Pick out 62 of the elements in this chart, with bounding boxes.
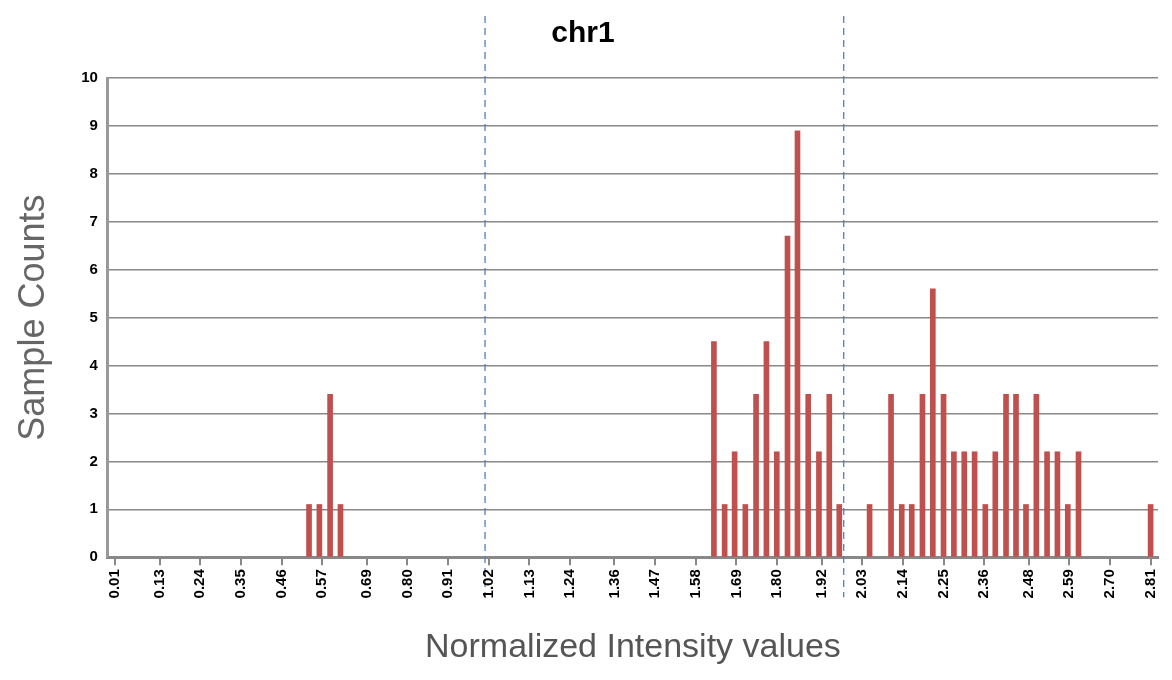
- x-tick-label: 1.24: [560, 568, 578, 599]
- x-tick-label: 0.57: [312, 569, 330, 599]
- chart-title: chr1: [551, 15, 615, 49]
- x-tick-label: 2.81: [1140, 569, 1158, 599]
- y-tick-label: 10: [81, 68, 98, 86]
- y-tick-label: 5: [89, 307, 98, 325]
- x-tick-label: 2.03: [852, 569, 870, 599]
- bar: [898, 504, 905, 557]
- bar: [888, 393, 894, 557]
- x-tick-label: 0.01: [105, 569, 123, 599]
- y-tick-label: 1: [89, 499, 98, 517]
- x-tick-label: 0.13: [149, 569, 167, 599]
- y-tick-label: 8: [89, 163, 98, 181]
- bar: [711, 341, 717, 557]
- x-tick-label: 1.92: [811, 569, 829, 599]
- bar: [908, 504, 915, 557]
- y-tick-label: 4: [89, 355, 99, 373]
- x-tick-label: 0.91: [438, 569, 456, 599]
- x-axis-title: Normalized Intensity values: [425, 625, 841, 664]
- x-tick-label: 1.58: [685, 569, 703, 599]
- bar: [929, 288, 936, 557]
- x-tick-label: 0.80: [397, 569, 415, 599]
- bar: [1064, 504, 1071, 557]
- x-tick-label: 2.70: [1100, 569, 1118, 599]
- x-tick-label: 2.48: [1018, 569, 1036, 599]
- x-tick-label: 1.02: [478, 569, 496, 599]
- y-tick-label: 6: [89, 259, 98, 277]
- y-tick-label: 3: [89, 403, 98, 421]
- bar: [816, 451, 822, 557]
- x-tick-label: 1.69: [726, 569, 744, 599]
- x-tick-label: 1.47: [645, 569, 663, 599]
- x-tick-label: 2.36: [974, 569, 992, 599]
- y-tick-label: 0: [89, 547, 98, 565]
- bar: [753, 393, 759, 557]
- x-tick-label: 2.25: [933, 569, 951, 599]
- x-tick-label: 0.24: [190, 568, 208, 599]
- bar: [992, 451, 999, 557]
- x-tick-label: 1.13: [519, 569, 537, 599]
- bar: [951, 451, 957, 557]
- y-axis-title: Sample Counts: [10, 194, 52, 441]
- bar: [306, 504, 312, 557]
- x-tick-label: 1.80: [767, 569, 785, 599]
- bar: [826, 393, 833, 557]
- y-tick-label: 7: [89, 211, 98, 229]
- x-tick-label: 2.59: [1059, 569, 1077, 599]
- bar: [982, 504, 989, 557]
- x-tick-label: 0.46: [271, 569, 289, 599]
- bar: [961, 451, 968, 557]
- y-tick-label: 2: [89, 451, 98, 469]
- x-tick-label: 0.69: [356, 569, 374, 599]
- x-tick-label: 0.35: [231, 569, 249, 599]
- bar: [327, 393, 333, 557]
- bar: [773, 451, 780, 557]
- bar: [1023, 504, 1029, 557]
- bar: [1003, 393, 1009, 557]
- bar: [1013, 393, 1019, 557]
- x-tick-label: 2.14: [893, 568, 911, 599]
- x-tick-label: 1.36: [604, 569, 622, 599]
- bar: [836, 504, 843, 557]
- bar: [805, 393, 812, 557]
- y-tick-label: 9: [89, 116, 98, 134]
- bar: [1044, 451, 1050, 557]
